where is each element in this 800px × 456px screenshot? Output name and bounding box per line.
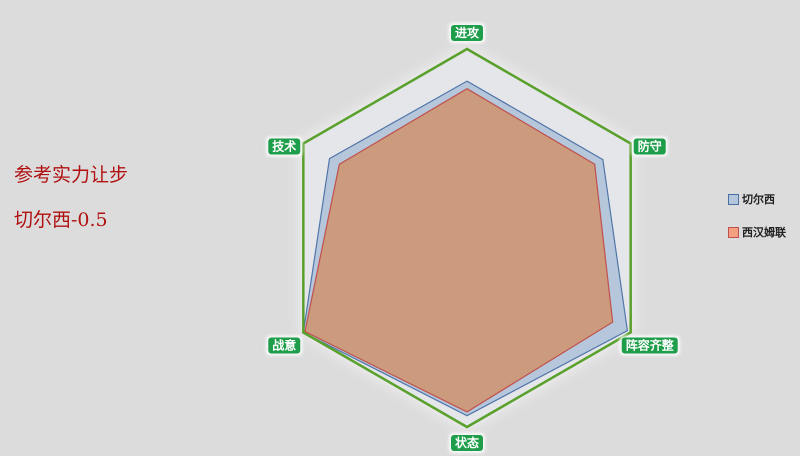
radar-frame (302, 47, 632, 429)
axis-label-bg (268, 138, 301, 155)
axis-label: 阵容齐整 (626, 338, 674, 353)
legend-label: 切尔西 (742, 193, 775, 206)
axis-label-bg (451, 435, 483, 451)
handicap-title: 参考实力让步 (14, 164, 129, 186)
legend-item-westham[interactable]: 西汉姆联 (728, 224, 786, 240)
axis-label-bg (621, 337, 678, 354)
legend-item-chelsea[interactable]: 切尔西 (728, 191, 775, 207)
legend-swatch (728, 226, 739, 238)
axis-label: 战意 (272, 338, 296, 353)
axis-label: 进攻 (455, 25, 480, 40)
axis-label: 状态 (455, 435, 479, 450)
axis-label-bg (268, 337, 301, 354)
axis-label-bg (633, 138, 666, 155)
axis-label: 技术 (272, 139, 296, 154)
legend-swatch (728, 193, 739, 205)
axis-label: 防守 (638, 139, 662, 154)
legend-label: 西汉姆联 (742, 226, 786, 239)
handicap-value: 切尔西-0.5 (14, 209, 108, 231)
axis-label-bg (451, 25, 483, 41)
